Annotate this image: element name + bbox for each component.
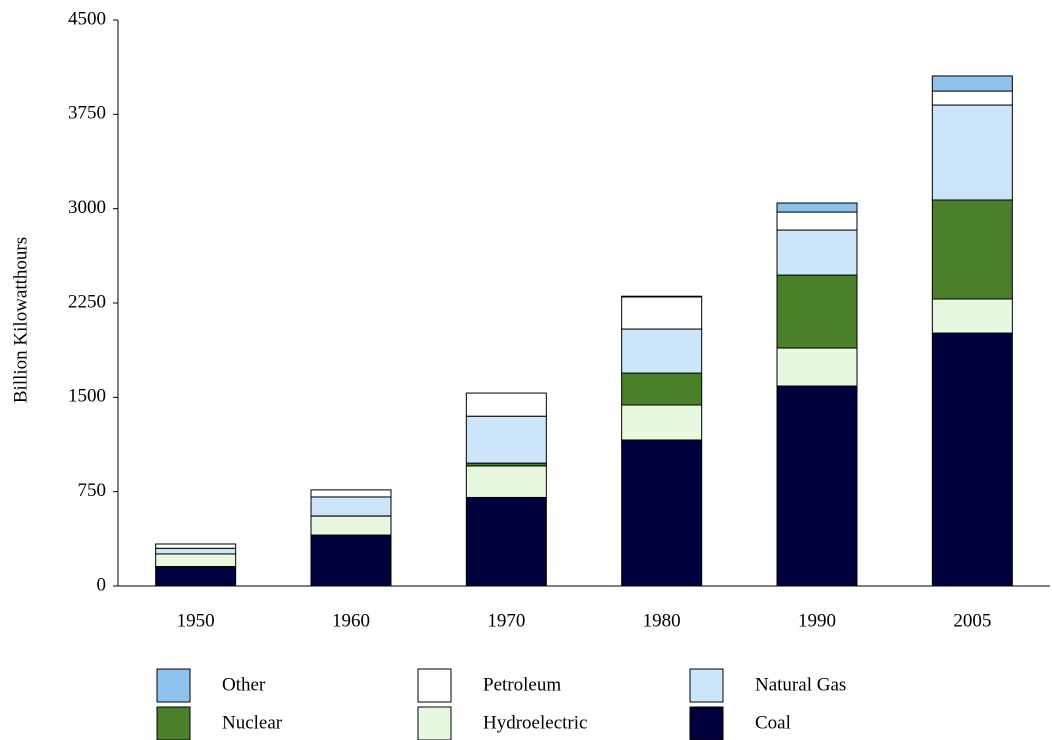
x-tick-label: 1960 — [332, 610, 370, 631]
bar-segment — [621, 404, 703, 441]
bar-segment — [155, 566, 237, 587]
x-tick-label: 1950 — [177, 610, 215, 631]
legend-swatch — [689, 668, 724, 703]
y-tick-label: 750 — [78, 480, 107, 501]
bar-segment — [310, 496, 392, 517]
legend-label: Natural Gas — [755, 674, 846, 695]
legend-swatch — [417, 706, 452, 740]
legend-label: Hydroelectric — [483, 712, 587, 733]
bar-segment — [155, 547, 237, 555]
bar-segment — [621, 328, 703, 374]
bar-segment — [310, 489, 392, 498]
bar-segment — [621, 372, 703, 406]
legend-label: Nuclear — [222, 712, 283, 733]
bar-segment — [310, 534, 392, 587]
y-tick-label: 3750 — [68, 103, 106, 124]
bar-segment — [465, 465, 547, 498]
x-tick-label: 2005 — [953, 610, 991, 631]
bar-segment — [931, 298, 1013, 334]
bar-segment — [931, 199, 1013, 300]
y-tick-label: 1500 — [68, 386, 106, 407]
bar-segment — [465, 415, 547, 464]
y-tick-label: 2250 — [68, 291, 106, 312]
bar-segment — [776, 229, 858, 276]
x-tick-label: 1980 — [643, 610, 681, 631]
y-tick-label: 3000 — [68, 197, 106, 218]
bar-segment — [776, 202, 858, 213]
legend-label: Other — [222, 674, 266, 695]
bar-segment — [465, 392, 547, 417]
bar-segment — [155, 543, 237, 549]
bar-segment — [931, 332, 1013, 587]
bar-segment — [310, 515, 392, 536]
bar-segment — [931, 75, 1013, 92]
legend-swatch — [689, 706, 724, 740]
bar-segment — [465, 496, 547, 587]
bar-segment — [776, 347, 858, 387]
bar-segment — [621, 295, 703, 298]
bar-segment — [155, 553, 237, 568]
x-tick-label: 1990 — [798, 610, 836, 631]
legend-swatch — [156, 668, 191, 703]
y-tick-label: 4500 — [68, 8, 106, 29]
bar-segment — [621, 439, 703, 587]
y-tick-label: 0 — [97, 574, 107, 595]
bar-segment — [776, 211, 858, 231]
bar-segment — [776, 274, 858, 349]
x-tick-label: 1970 — [487, 610, 525, 631]
legend-swatch — [417, 668, 452, 703]
legend-label: Petroleum — [483, 674, 561, 695]
y-axis-title: Billion Kilowatthours — [10, 237, 31, 403]
legend-swatch — [156, 706, 191, 740]
bar-segment — [931, 90, 1013, 106]
bar-segment — [776, 385, 858, 587]
legend-label: Coal — [755, 712, 791, 733]
bar-segment — [621, 296, 703, 330]
bar-segment — [931, 104, 1013, 201]
